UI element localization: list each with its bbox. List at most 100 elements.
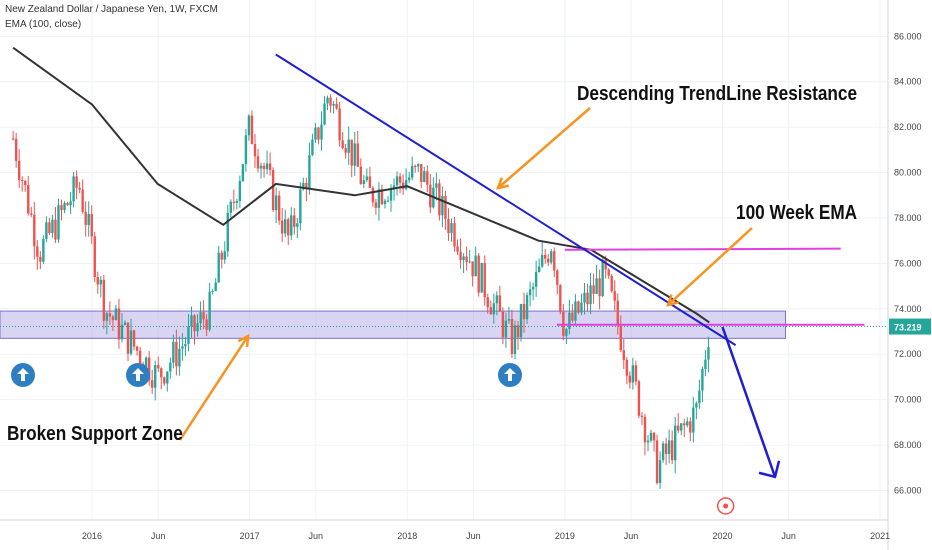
y-tick-label: 82.000 [894,122,922,132]
candle-body [389,188,393,201]
x-tick-label: Jun [466,531,481,541]
candle-body [172,341,175,363]
candle-body [441,195,444,216]
indicator-label: EMA (100, close) [5,19,82,30]
candle-body [459,251,462,261]
candle-body [111,316,115,321]
candle-body [256,156,260,169]
arrow-up-glyph [504,368,516,381]
candle-body [217,252,220,283]
candle-body [323,103,326,125]
candle-body [556,270,559,286]
candle-body [534,272,538,287]
candle-body [33,214,36,247]
y-tick-label: 68.000 [894,440,922,450]
candle-body [271,170,275,211]
candle-body [259,165,263,169]
candle-body [495,295,499,304]
candle-body [24,180,27,186]
candle-body [619,325,622,351]
candle-body [11,138,15,140]
candle-body [537,266,541,273]
arrow-to-ema-head [666,294,679,307]
candle-body [187,326,190,344]
candle-body [501,311,505,338]
candle-body [540,254,544,267]
x-tick-label: Jun [309,531,324,541]
candle-body [383,200,387,205]
candle-body [241,164,245,182]
candle-body [308,155,311,189]
candle-body [332,104,335,106]
candle-body [522,303,526,320]
candle-body [247,115,251,136]
candle-body [99,279,103,285]
candle-body [138,350,142,365]
candle-body [371,187,375,203]
candle-body [244,135,248,165]
candle-body [175,341,178,367]
candle-body [516,325,520,338]
x-tick-label: 2018 [397,531,417,541]
candle-body [622,350,626,360]
y-tick-label: 72.000 [894,349,922,359]
candle-body [129,330,133,354]
candle-body [450,223,453,234]
candle-body [580,302,583,313]
candle-body [447,219,450,234]
y-tick-label: 84.000 [894,77,922,87]
ema-line [12,46,710,324]
candle-body [17,160,21,180]
y-tick-label: 78.000 [894,213,922,223]
candle-body [45,222,48,239]
candle-body [368,176,372,188]
x-tick-label: 2021 [870,531,890,541]
candle-body [102,279,106,321]
candle-body [544,254,547,259]
candle-body [284,219,287,234]
descending-trendline [275,53,737,346]
candle-body [238,181,242,201]
candle-body [160,368,163,378]
candle-body [362,180,366,184]
x-tick-label: Jun [151,531,166,541]
y-tick-label: 74.000 [894,304,922,314]
candle-body [196,323,199,332]
candle-body [625,359,629,376]
candle-body [81,189,84,212]
candle-body [154,365,157,388]
candle-body [655,440,659,484]
candle-body [414,165,417,167]
candle-body [326,97,329,104]
candle-body [504,320,508,338]
candle-body [211,290,214,292]
candle-body [205,319,208,330]
x-tick-label: 2016 [82,531,102,541]
y-tick-label: 66.000 [894,485,922,495]
candle-body [114,308,118,321]
candle-body [190,315,193,327]
candle-body [75,176,78,188]
candle-body [51,219,54,234]
candle-body [72,176,75,202]
candle-body [601,259,604,297]
candle-body [226,212,229,252]
candle-body [435,183,438,188]
candle-body [320,124,323,140]
candle-body [489,307,492,315]
candle-body [280,220,284,234]
chart-title: New Zealand Dollar / Japanese Yen, 1W, F… [5,4,218,15]
candle-body [214,282,217,291]
candle-body [486,297,489,308]
candle-body [598,278,601,297]
candle-body [93,236,96,278]
candle-body [69,201,72,206]
candle-body [640,415,644,417]
candle-body [607,269,610,276]
candle-body [386,200,390,202]
candle-body [631,365,635,383]
candle-body [553,251,556,271]
candle-body [96,277,99,285]
